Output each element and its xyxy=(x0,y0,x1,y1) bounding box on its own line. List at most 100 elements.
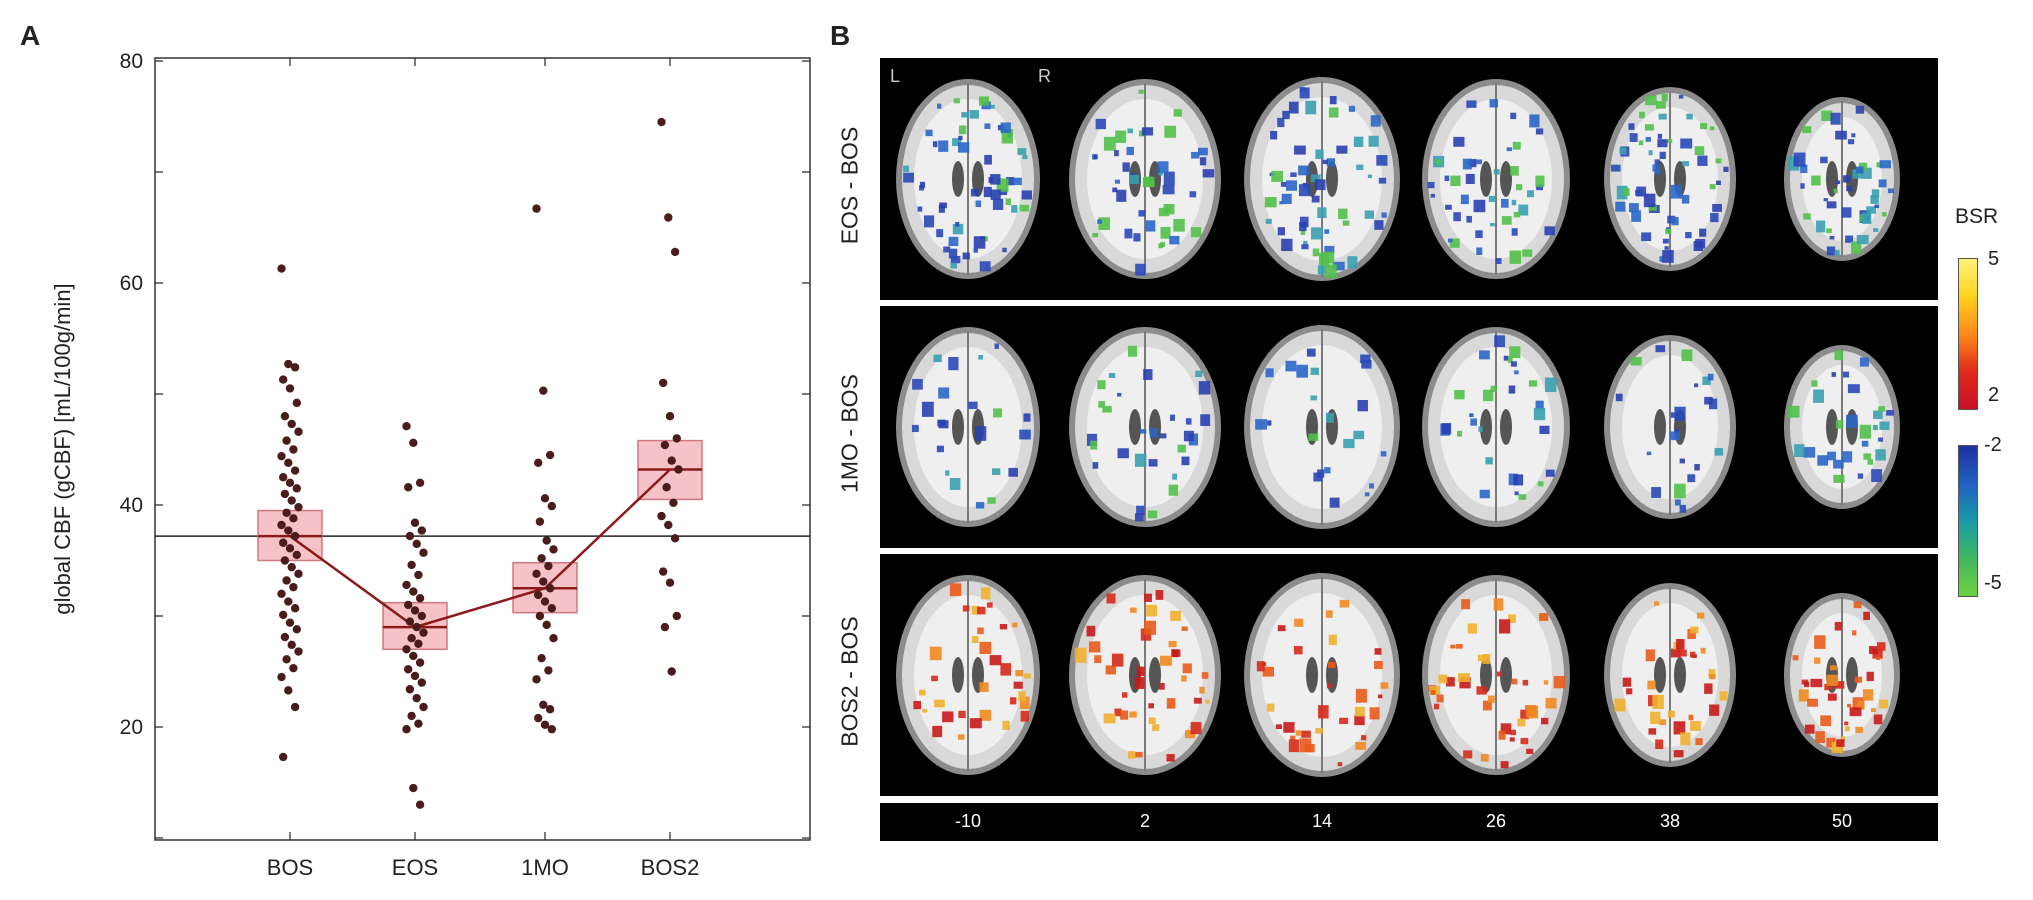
activation-cluster xyxy=(1441,423,1452,435)
activation-cluster xyxy=(1086,433,1098,446)
activation-cluster xyxy=(1189,191,1197,198)
activation-cluster xyxy=(1510,112,1517,120)
activation-cluster xyxy=(1710,213,1719,223)
activation-cluster xyxy=(1670,412,1679,418)
y-tick-label: 40 xyxy=(120,494,143,517)
activation-cluster xyxy=(1380,451,1387,457)
data-point xyxy=(285,384,295,393)
data-point xyxy=(290,702,300,712)
activation-cluster xyxy=(938,387,950,399)
data-point xyxy=(407,634,416,643)
positive-colorbar xyxy=(1958,258,1978,410)
data-point xyxy=(402,421,411,431)
activation-cluster xyxy=(1325,610,1333,618)
activation-cluster xyxy=(1361,359,1372,369)
activation-cluster xyxy=(1841,207,1852,218)
activation-cluster xyxy=(1106,593,1116,604)
activation-cluster xyxy=(1859,424,1872,439)
activation-cluster xyxy=(1449,238,1460,248)
activation-cluster xyxy=(1469,159,1477,168)
activation-cluster xyxy=(1117,448,1129,459)
activation-cluster xyxy=(921,401,934,417)
row-label-bos2-bos: BOS2 - BOS xyxy=(836,616,863,747)
activation-cluster xyxy=(950,262,957,269)
activation-cluster xyxy=(1539,425,1550,435)
activation-cluster xyxy=(1835,420,1844,429)
activation-cluster xyxy=(1157,161,1169,173)
activation-cluster xyxy=(968,401,978,410)
data-point xyxy=(285,544,295,553)
activation-cluster xyxy=(1553,675,1566,689)
data-point xyxy=(277,520,286,530)
data-point xyxy=(290,466,300,475)
activation-cluster xyxy=(1667,710,1675,718)
activation-cluster xyxy=(1448,238,1453,243)
data-point xyxy=(282,436,291,445)
activation-cluster xyxy=(1006,177,1015,186)
activation-cluster xyxy=(1456,644,1463,649)
data-point xyxy=(279,473,288,482)
activation-cluster xyxy=(1695,239,1706,249)
activation-cluster xyxy=(1490,385,1497,392)
activation-cluster xyxy=(931,675,938,682)
y-tick-label: 20 xyxy=(120,716,143,739)
activation-cluster xyxy=(977,606,986,615)
activation-cluster xyxy=(1128,751,1136,759)
activation-cluster xyxy=(1834,350,1844,361)
activation-cluster xyxy=(1129,711,1137,718)
activation-cluster xyxy=(1102,405,1112,413)
activation-cluster xyxy=(1833,188,1838,194)
data-point xyxy=(279,538,288,547)
x-tick-label: BOS xyxy=(267,855,313,880)
activation-cluster xyxy=(937,103,942,109)
data-point xyxy=(414,570,423,580)
activation-cluster xyxy=(903,165,910,172)
data-points xyxy=(277,117,683,809)
activation-cluster xyxy=(1659,256,1665,262)
activation-cluster xyxy=(1158,172,1163,176)
activation-cluster xyxy=(1466,100,1477,108)
activation-cluster xyxy=(1878,406,1886,412)
activation-cluster xyxy=(1836,739,1845,747)
mean-connect-line xyxy=(289,468,671,629)
activation-cluster xyxy=(1664,246,1669,250)
activation-cluster xyxy=(1658,113,1667,120)
activation-cluster xyxy=(958,142,970,153)
data-point xyxy=(549,545,558,554)
activation-cluster xyxy=(1626,688,1633,695)
activation-cluster xyxy=(1355,688,1367,703)
activation-cluster xyxy=(1265,368,1274,378)
data-point xyxy=(287,562,296,572)
activation-cluster xyxy=(1181,456,1190,466)
activation-cluster xyxy=(1811,175,1821,186)
activation-cluster xyxy=(1515,184,1523,191)
activation-cluster xyxy=(1453,212,1461,222)
activation-cluster xyxy=(1694,464,1700,471)
data-point xyxy=(280,412,290,421)
activation-cluster xyxy=(1183,430,1194,442)
activation-cluster xyxy=(1293,646,1303,655)
data-point xyxy=(289,582,298,592)
activation-cluster xyxy=(1829,235,1835,240)
activation-cluster xyxy=(922,708,928,713)
activation-cluster xyxy=(1715,158,1722,164)
activation-cluster xyxy=(1657,139,1668,148)
data-point xyxy=(419,702,428,712)
activation-cluster xyxy=(1517,718,1526,727)
activation-cluster xyxy=(1641,232,1652,242)
activation-cluster xyxy=(1798,689,1809,702)
activation-cluster xyxy=(1473,199,1486,213)
activation-cluster xyxy=(1826,737,1836,748)
activation-cluster xyxy=(971,636,979,643)
activation-cluster xyxy=(1150,428,1158,438)
data-point xyxy=(659,378,668,388)
activation-cluster xyxy=(1708,674,1716,680)
activation-cluster xyxy=(938,140,949,152)
activation-cluster xyxy=(912,378,923,390)
activation-cluster xyxy=(1013,177,1022,186)
colorbar-tick: -5 xyxy=(1984,572,2002,594)
activation-cluster xyxy=(1306,348,1316,357)
data-point xyxy=(537,554,546,563)
data-point xyxy=(285,478,295,487)
brain-slice xyxy=(1422,79,1570,279)
